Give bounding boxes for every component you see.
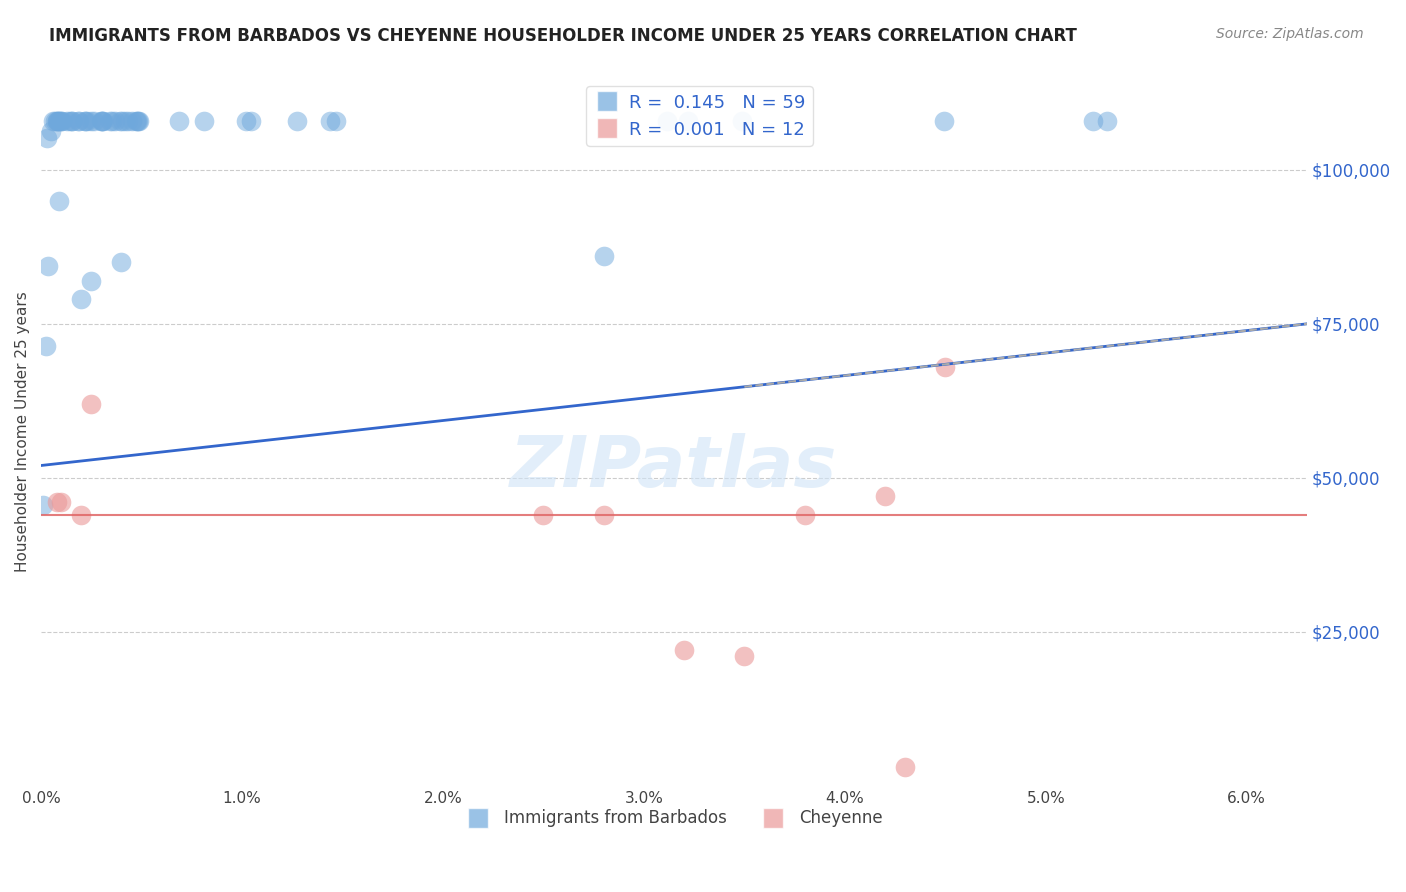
Immigrants from Barbados [678,113,700,128]
Immigrants from Barbados [117,113,139,128]
Cheyenne [51,495,73,509]
Immigrants from Barbados [121,113,143,128]
Immigrants from Barbados [934,113,956,128]
Immigrants from Barbados [114,113,136,128]
Immigrants from Barbados [48,113,70,128]
Immigrants from Barbados [60,113,83,128]
Immigrants from Barbados [655,113,678,128]
Immigrants from Barbados [48,113,70,128]
Cheyenne [873,489,896,503]
Immigrants from Barbados [731,113,754,128]
Immigrants from Barbados [56,113,79,128]
Immigrants from Barbados [44,113,66,128]
Immigrants from Barbados [104,113,127,128]
Immigrants from Barbados [592,249,614,263]
Immigrants from Barbados [80,274,103,288]
Immigrants from Barbados [48,194,70,208]
Immigrants from Barbados [75,113,97,128]
Immigrants from Barbados [80,113,103,128]
Cheyenne [533,508,555,522]
Immigrants from Barbados [51,113,73,128]
Immigrants from Barbados [73,113,96,128]
Cheyenne [673,643,696,657]
Immigrants from Barbados [59,113,82,128]
Legend: Immigrants from Barbados, Cheyenne: Immigrants from Barbados, Cheyenne [460,803,889,834]
Immigrants from Barbados [108,113,131,128]
Immigrants from Barbados [101,113,124,128]
Immigrants from Barbados [125,113,148,128]
Immigrants from Barbados [325,113,347,128]
Immigrants from Barbados [285,113,308,128]
Immigrants from Barbados [35,131,58,145]
Immigrants from Barbados [67,113,90,128]
Immigrants from Barbados [45,113,67,128]
Text: Source: ZipAtlas.com: Source: ZipAtlas.com [1216,27,1364,41]
Immigrants from Barbados [193,113,215,128]
Immigrants from Barbados [167,113,190,128]
Immigrants from Barbados [45,113,67,128]
Immigrants from Barbados [46,113,69,128]
Immigrants from Barbados [110,255,132,269]
Immigrants from Barbados [128,113,150,128]
Immigrants from Barbados [35,339,58,353]
Immigrants from Barbados [70,292,93,306]
Immigrants from Barbados [51,113,73,128]
Immigrants from Barbados [37,260,59,274]
Cheyenne [733,649,755,664]
Immigrants from Barbados [1095,113,1118,128]
Immigrants from Barbados [91,113,114,128]
Immigrants from Barbados [125,113,148,128]
Immigrants from Barbados [83,113,105,128]
Immigrants from Barbados [66,113,89,128]
Immigrants from Barbados [90,113,112,128]
Cheyenne [46,495,69,509]
Immigrants from Barbados [235,113,257,128]
Immigrants from Barbados [319,113,342,128]
Immigrants from Barbados [42,113,65,128]
Text: ZIPatlas: ZIPatlas [510,433,838,501]
Immigrants from Barbados [76,113,98,128]
Cheyenne [592,508,614,522]
Cheyenne [793,508,815,522]
Immigrants from Barbados [39,124,62,138]
Immigrants from Barbados [1083,113,1105,128]
Immigrants from Barbados [127,113,149,128]
Immigrants from Barbados [240,113,263,128]
Cheyenne [934,359,956,374]
Y-axis label: Householder Income Under 25 years: Householder Income Under 25 years [15,292,30,572]
Cheyenne [70,508,93,522]
Immigrants from Barbados [111,113,134,128]
Cheyenne [80,397,103,411]
Immigrants from Barbados [91,113,114,128]
Immigrants from Barbados [90,113,112,128]
Immigrants from Barbados [98,113,121,128]
Immigrants from Barbados [32,498,55,512]
Immigrants from Barbados [60,113,83,128]
Text: IMMIGRANTS FROM BARBADOS VS CHEYENNE HOUSEHOLDER INCOME UNDER 25 YEARS CORRELATI: IMMIGRANTS FROM BARBADOS VS CHEYENNE HOU… [49,27,1077,45]
Cheyenne [894,760,917,774]
